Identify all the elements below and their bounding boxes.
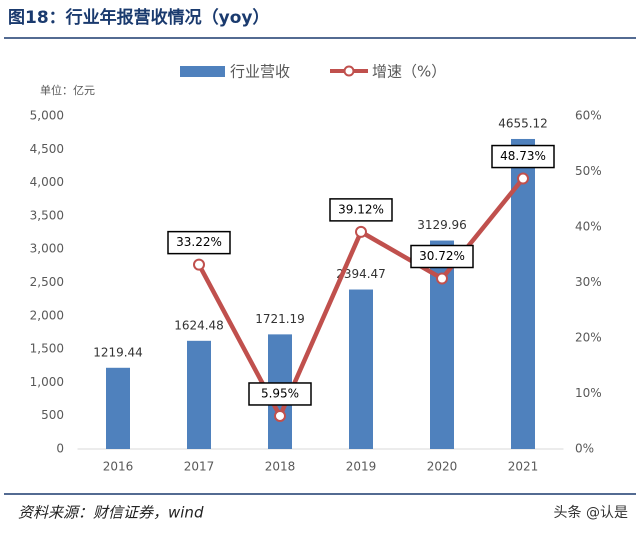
bar-value-label: 3129.96 [417,218,467,232]
y-tick-label: 2,500 [30,275,64,289]
label-box [410,244,474,269]
y2-tick-label: 50% [575,164,602,178]
bar-value-label: 2394.47 [336,267,386,281]
y-tick-label: 3,000 [30,242,64,256]
growth-value-label: 33.22% [176,235,222,249]
y2-tick-label: 0% [575,442,594,456]
y-tick-label: 500 [41,408,64,422]
y2-tick-label: 10% [575,386,602,400]
x-tick-label: 2020 [427,460,458,474]
y2-tick-label: 30% [575,275,602,289]
y-tick-label: 1,000 [30,375,64,389]
growth-marker [436,272,448,285]
y-tick-label: 1,500 [30,342,64,356]
unit-label: 单位：亿元 [40,83,95,97]
label-box [491,144,555,169]
y-tick-label: 2,000 [30,308,64,322]
x-tick-label: 2018 [265,460,296,474]
growth-value-label: 5.95% [261,386,299,400]
label-box [167,230,231,255]
legend-label: 行业营收 [230,63,290,81]
watermark: 头条 @认是 [554,504,628,521]
bar-value-label: 1219.44 [93,345,143,359]
label-box [248,382,312,406]
y-tick-label: 3,500 [30,208,64,222]
bar [106,367,130,449]
source: 资料来源：财信证券，wind [18,504,204,522]
growth-value-label: 30.72% [419,249,465,263]
growth-marker [355,225,367,238]
growth-marker [274,409,286,422]
x-tick-label: 2017 [184,460,215,474]
y2-tick-label: 20% [575,331,602,345]
y-tick-label: 4,500 [30,142,64,156]
x-tick-label: 2019 [346,460,377,474]
bar-value-label: 1721.19 [255,312,305,326]
legend-marker [343,65,355,77]
y2-tick-label: 60% [575,109,602,123]
y2-tick-label: 40% [575,220,602,234]
growth-marker [517,172,529,185]
legend-label: 增速（%） [372,63,446,81]
x-tick-label: 2021 [508,460,539,474]
bar [187,340,211,449]
y-tick-label: 0 [56,442,64,456]
y-tick-label: 4,000 [30,175,64,189]
legend-swatch [180,66,225,77]
bar-value-label: 4655.12 [498,116,548,130]
label-box [329,198,393,222]
figure-title: 图18：行业年报营收情况（yoy） [8,7,270,28]
growth-value-label: 39.12% [338,202,384,216]
x-tick-label: 2016 [103,460,134,474]
y-tick-label: 5,000 [30,109,64,123]
growth-value-label: 48.73% [500,149,546,163]
growth-marker [193,258,205,271]
bar-value-label: 1624.48 [174,318,224,332]
bar [349,289,373,449]
